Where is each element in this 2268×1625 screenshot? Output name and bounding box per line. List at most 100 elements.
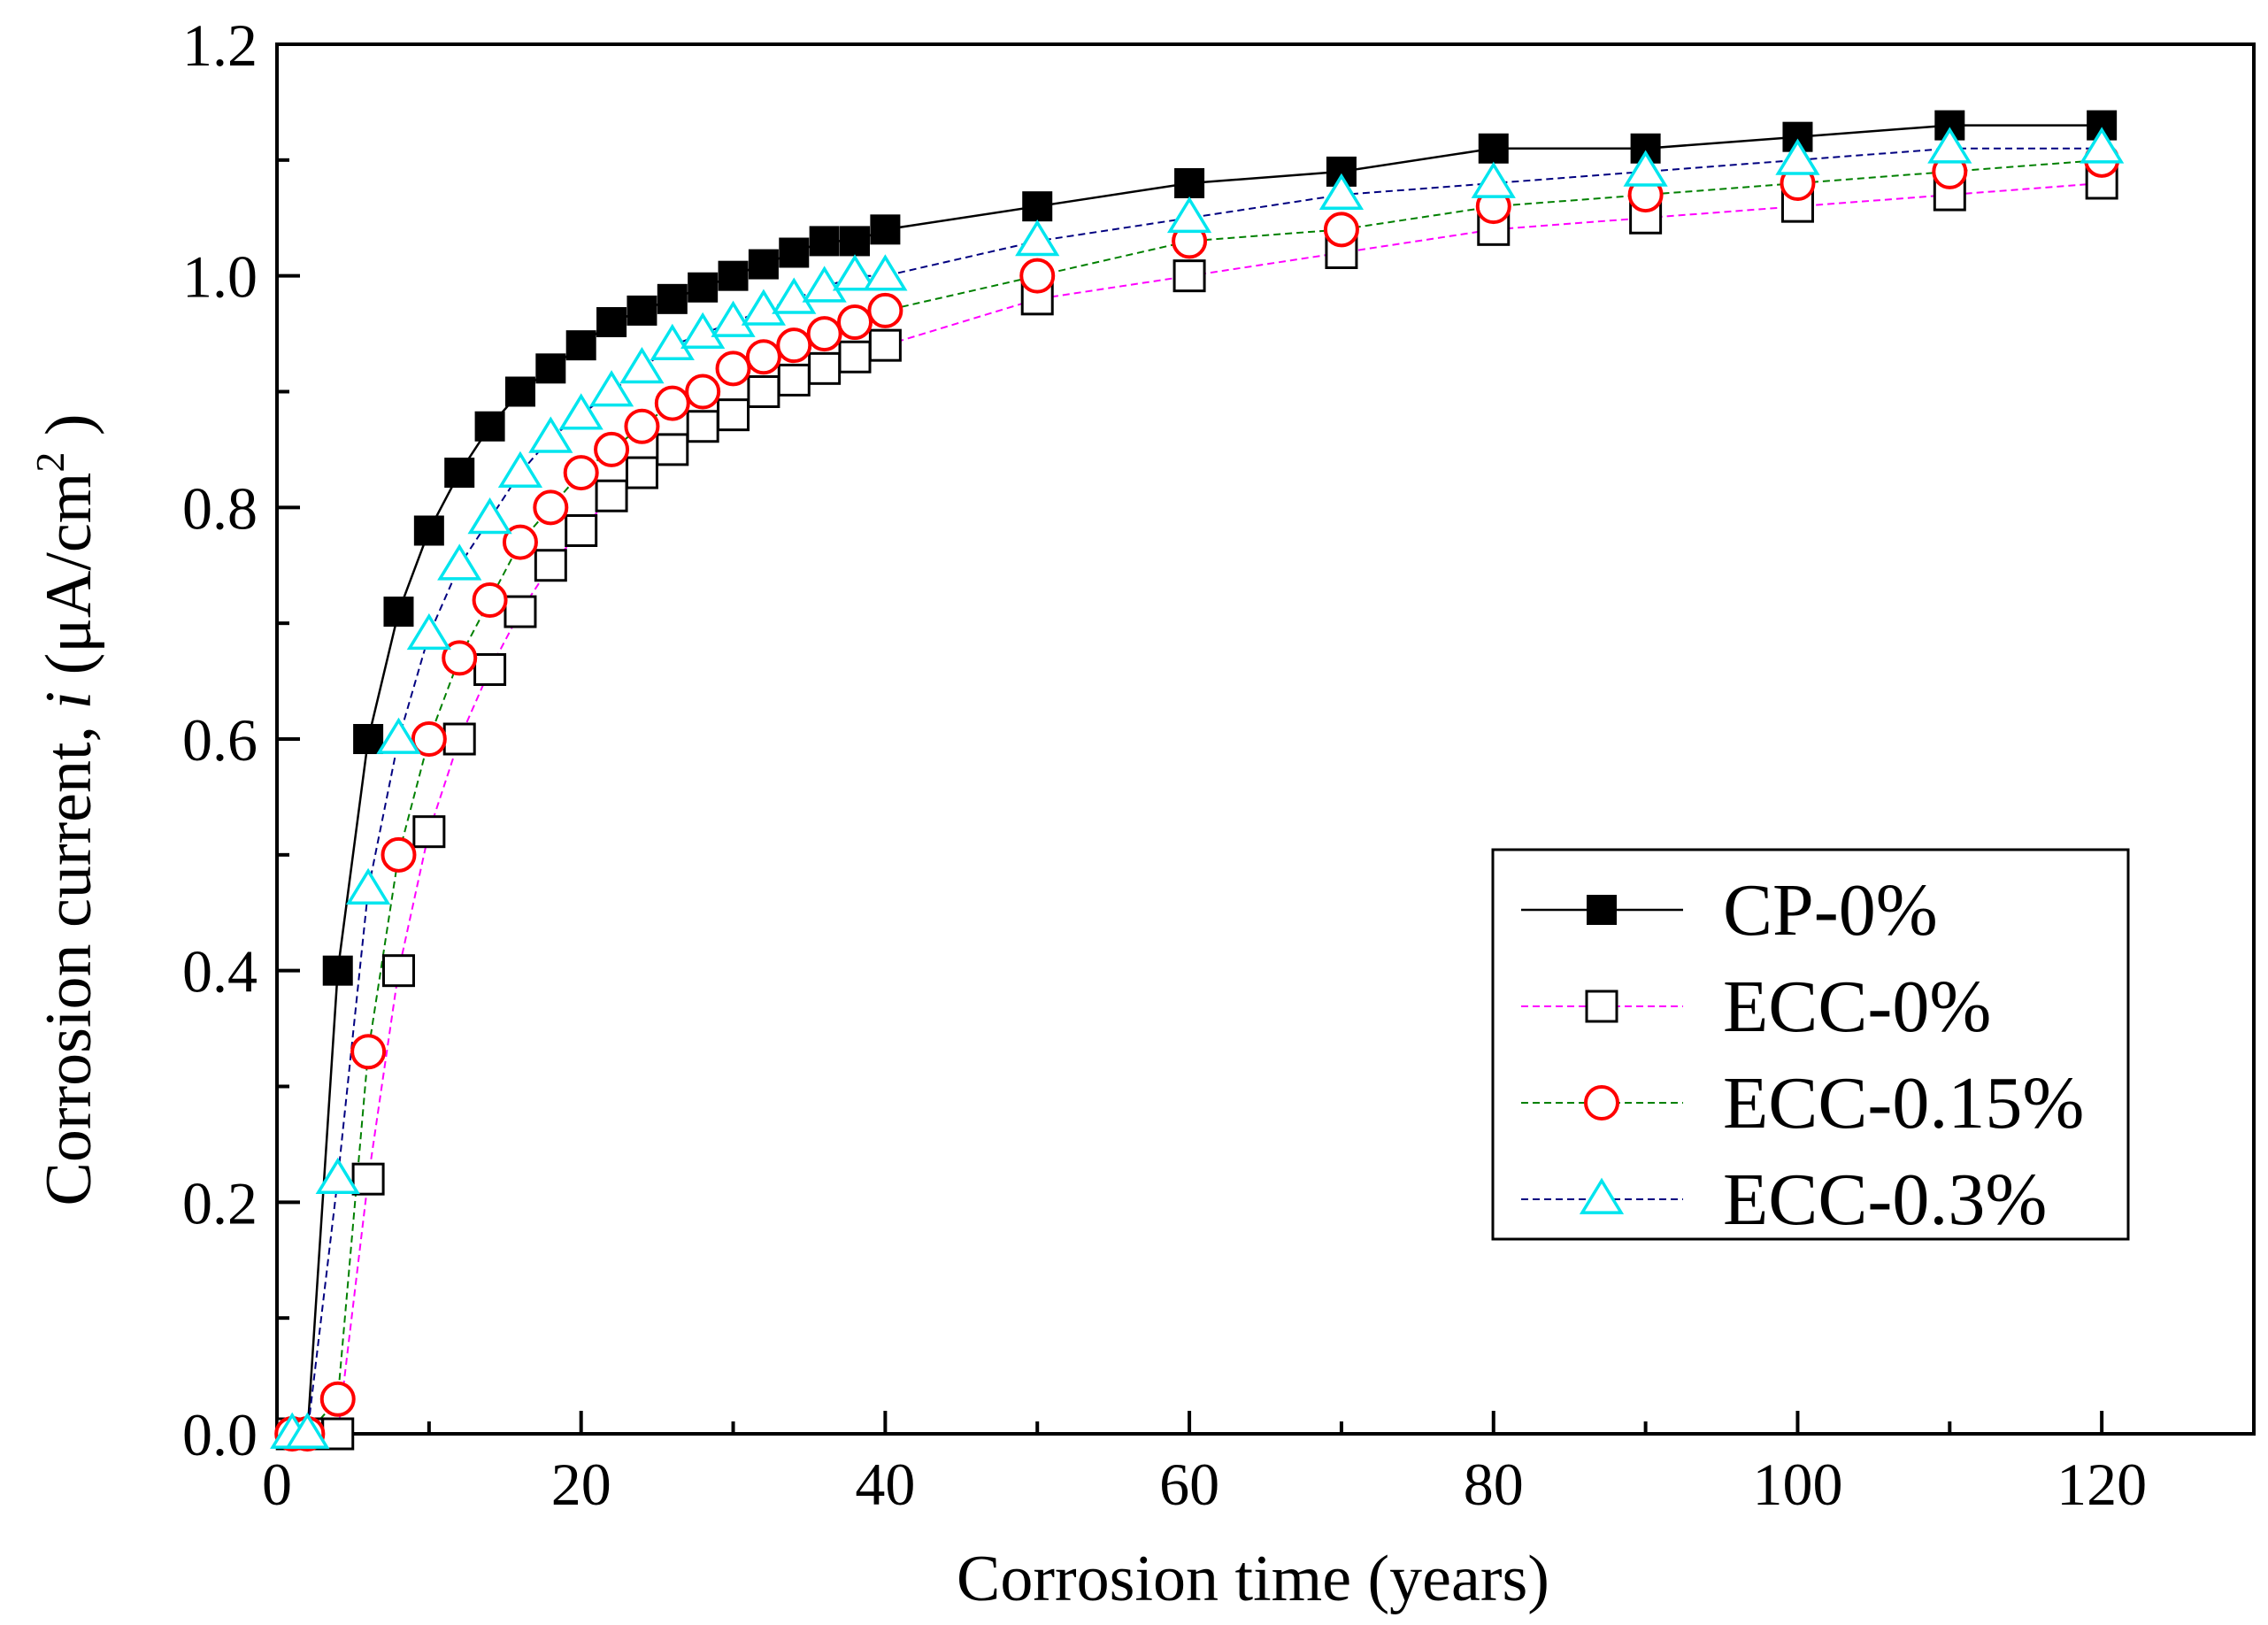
data-point xyxy=(381,836,417,873)
data-point xyxy=(680,312,726,349)
data-point xyxy=(497,451,543,488)
y-tick-label: 0.0 xyxy=(182,1401,258,1468)
data-point xyxy=(504,595,537,628)
data-point xyxy=(745,339,781,375)
data-point xyxy=(748,249,779,280)
data-point xyxy=(563,455,599,491)
data-point xyxy=(832,254,878,291)
data-point xyxy=(351,1162,385,1196)
data-point xyxy=(808,351,842,385)
x-tick-label: 40 xyxy=(855,1451,915,1518)
y-axis-title-close: ) xyxy=(33,414,105,452)
data-point xyxy=(1015,219,1060,257)
data-point xyxy=(772,277,817,314)
x-tick-label: 0 xyxy=(262,1451,292,1518)
data-point xyxy=(322,955,353,986)
data-point xyxy=(837,304,873,340)
data-point xyxy=(686,410,719,443)
data-point xyxy=(381,954,415,988)
data-point xyxy=(838,340,872,374)
legend-label-2: ECC-0.15% xyxy=(1723,1062,2084,1144)
y-axis-title-units: (μA/cm xyxy=(33,473,105,691)
y-tick-label: 0.8 xyxy=(182,474,258,542)
data-point xyxy=(777,363,811,397)
data-point xyxy=(627,295,657,326)
data-point xyxy=(1927,127,1972,164)
data-point xyxy=(1623,150,1668,187)
data-point xyxy=(619,346,665,384)
data-point xyxy=(718,260,749,291)
legend-marker-3 xyxy=(1579,1177,1625,1214)
data-point xyxy=(411,721,447,757)
data-point xyxy=(376,717,421,754)
data-point xyxy=(1174,168,1205,198)
data-point xyxy=(535,353,566,384)
y-tick-label: 0.4 xyxy=(182,938,258,1005)
x-tick-label: 80 xyxy=(1464,1451,1524,1518)
data-point xyxy=(806,316,842,352)
data-point xyxy=(558,393,604,430)
data-point xyxy=(315,1157,360,1195)
legend-marker-2 xyxy=(1584,1085,1619,1121)
data-point xyxy=(711,300,756,337)
data-point xyxy=(533,489,569,526)
legend: CP-0% ECC-0% ECC-0.15% ECC-0.3% xyxy=(1491,848,2130,1241)
data-point xyxy=(741,289,787,326)
data-point xyxy=(444,458,475,489)
data-point xyxy=(285,1412,330,1449)
data-point xyxy=(624,408,660,444)
data-point xyxy=(565,514,598,547)
data-point xyxy=(1172,259,1206,293)
data-point xyxy=(685,374,721,410)
data-point xyxy=(863,254,908,291)
data-point xyxy=(472,582,508,618)
series-markers xyxy=(270,110,2125,1452)
data-point xyxy=(717,398,750,432)
data-point xyxy=(406,612,451,651)
data-point xyxy=(565,330,596,361)
y-tick-label: 1.0 xyxy=(182,243,258,311)
y-tick-label: 1.2 xyxy=(182,12,258,79)
y-axis-title-superscript: 2 xyxy=(27,452,73,473)
y-axis-title-prefix: Corrosion current, xyxy=(33,709,105,1205)
data-point xyxy=(528,416,573,453)
data-point xyxy=(504,376,535,407)
x-tick-label: 120 xyxy=(2057,1451,2147,1518)
data-point xyxy=(353,724,384,754)
data-point xyxy=(870,214,901,245)
data-point xyxy=(1019,258,1056,294)
axis-tick-labels: 0 20 40 60 80 100 120 0.0 0.2 0.4 0.6 0.8 1.0 1.2 xyxy=(182,12,2147,1518)
data-point xyxy=(588,370,634,407)
data-point xyxy=(657,283,688,314)
data-point xyxy=(442,640,478,676)
data-point xyxy=(594,431,630,467)
data-point xyxy=(383,597,414,628)
y-axis-title-variable: i xyxy=(33,691,105,710)
data-point xyxy=(654,385,690,421)
data-point xyxy=(779,237,810,268)
data-point xyxy=(1319,173,1365,210)
data-point xyxy=(625,456,658,489)
data-point xyxy=(1471,161,1516,198)
data-point xyxy=(867,292,903,328)
data-point xyxy=(1166,196,1212,234)
data-point xyxy=(809,226,840,257)
data-point xyxy=(688,272,719,303)
data-point xyxy=(868,328,902,362)
data-point xyxy=(650,323,695,361)
legend-label-3: ECC-0.3% xyxy=(1723,1159,2047,1241)
data-point xyxy=(534,549,567,582)
x-axis-title: Corrosion time (years) xyxy=(957,1543,1549,1615)
data-point xyxy=(442,722,476,756)
data-point xyxy=(596,307,627,337)
data-point xyxy=(747,375,780,408)
x-tick-label: 60 xyxy=(1159,1451,1219,1518)
data-point xyxy=(412,815,446,849)
legend-label-1: ECC-0% xyxy=(1723,966,1991,1048)
axis-ticks xyxy=(275,42,2104,1436)
x-tick-label: 20 xyxy=(551,1451,611,1518)
data-point xyxy=(437,543,482,581)
legend-marker-0 xyxy=(1587,895,1617,925)
